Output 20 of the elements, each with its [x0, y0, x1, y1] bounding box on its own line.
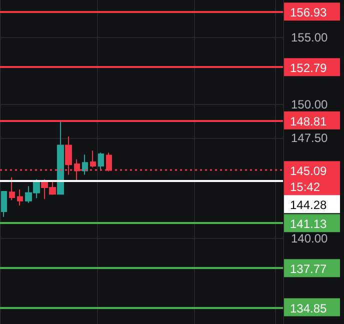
ref-line-label: 145.09 — [290, 164, 328, 178]
candlestick — [82, 154, 88, 176]
y-tick-label: 140.00 — [291, 231, 328, 246]
y-tick-label: 150.00 — [291, 97, 328, 112]
ref-line-label: 134.85 — [290, 301, 328, 316]
candlestick — [9, 176, 15, 201]
y-tick-label: 155.00 — [291, 30, 328, 44]
ref-line-label: 144.28 — [290, 198, 328, 212]
candlestick — [1, 190, 7, 218]
candlestick — [17, 188, 23, 206]
ref-line-label: 148.81 — [290, 114, 328, 128]
y-tick-label: 147.50 — [291, 130, 328, 145]
candlestick — [98, 152, 104, 172]
ref-line-label: 152.79 — [290, 61, 328, 76]
ref-line-label: 137.77 — [290, 262, 328, 276]
candlestick — [90, 150, 96, 168]
candlestick — [57, 120, 64, 195]
text: 15:42 — [290, 180, 320, 194]
ref-line-label: 156.93 — [290, 6, 328, 20]
ref-line-label: 141.13 — [290, 217, 328, 232]
